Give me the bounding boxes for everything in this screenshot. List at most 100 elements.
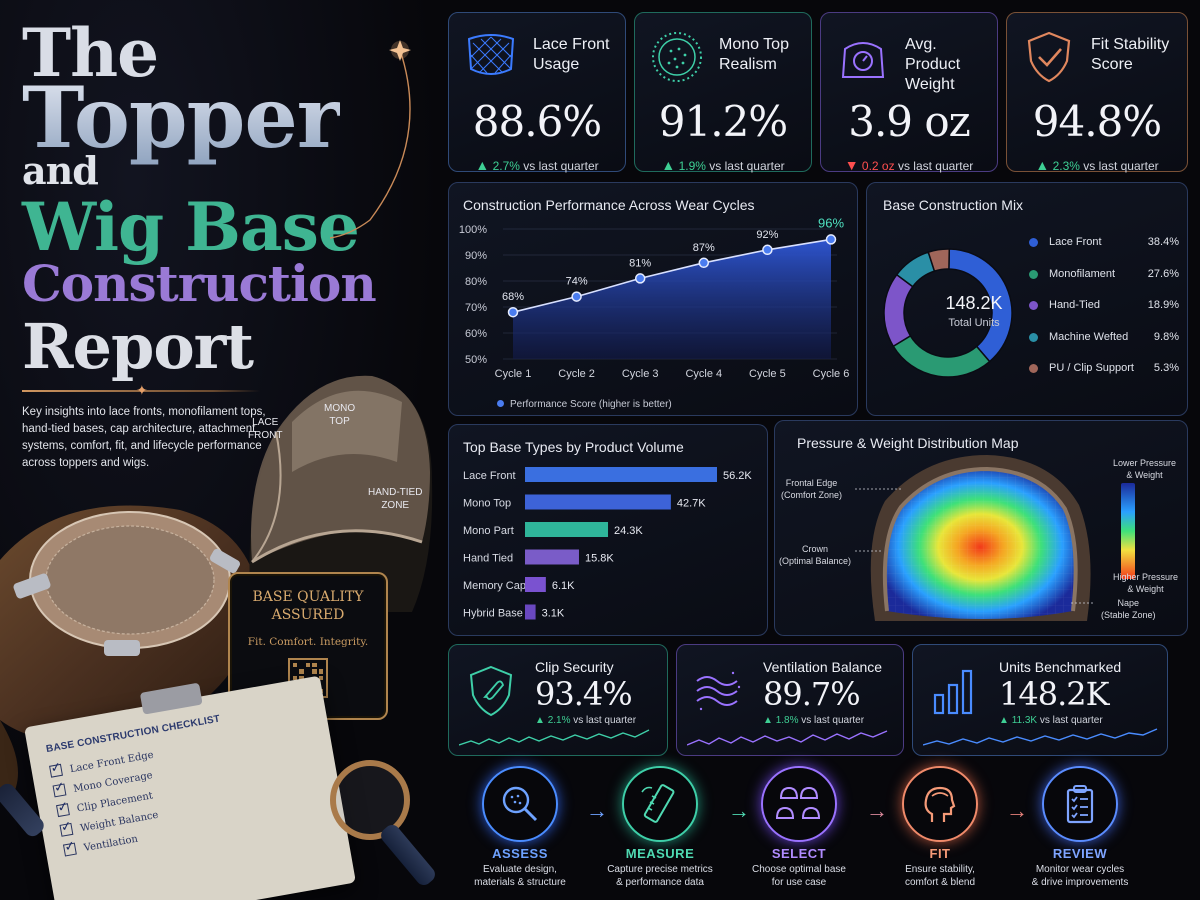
badge-title: BASE QUALITY ASSURED <box>252 589 364 623</box>
x-tick-label: Cycle 5 <box>749 368 786 380</box>
legend-swatch <box>1029 301 1038 310</box>
lace-net-icon <box>467 34 515 75</box>
legend-value: 18.9% <box>1147 299 1179 311</box>
step-assess: ASSESS Evaluate design, materials & stru… <box>445 766 595 889</box>
x-tick-label: Cycle 2 <box>558 368 595 380</box>
checkbox-checked-icon <box>52 783 67 798</box>
data-label: 96% <box>818 215 844 230</box>
performance-line-chart: 50% 60% 70% 80% 90% 100% 68% Cycle 1 74% Cycle 2 8… <box>459 215 849 380</box>
magnifying-glass-icon <box>330 760 410 840</box>
kpi-value: 88.6% <box>472 97 602 146</box>
step-name: ASSESS <box>492 846 548 861</box>
arrow-right-icon: → <box>866 798 888 823</box>
kpi-value: 91.2% <box>658 97 788 146</box>
bar-category-label: Hybrid Base <box>463 608 523 620</box>
kpi-card-product-weight: Avg. Product Weight 3.9 oz ▼ 0.2 oz vs l… <box>820 12 998 173</box>
trend-down-icon: ▼ <box>844 157 859 173</box>
mini-kpi-delta: ▲ 1.8% vs last quarter <box>763 715 865 726</box>
bar <box>525 577 546 592</box>
sparkline <box>687 730 888 746</box>
legend-label: Lace Front <box>1049 236 1102 248</box>
donut-slice <box>892 334 991 378</box>
data-point <box>571 291 582 302</box>
kpi-delta: ▲ 2.3% vs last quarter <box>1035 157 1159 173</box>
legend-label: Hand-Tied <box>1049 299 1100 311</box>
title-line-the: The <box>22 14 159 92</box>
bar-category-label: Mono Top <box>463 498 511 510</box>
legend-item: Hand-Tied 18.9% <box>1029 298 1179 330</box>
data-point <box>507 306 519 318</box>
kpi-label: Lace Front Usage <box>533 36 610 73</box>
bar-value-label: 56.2K <box>723 470 752 482</box>
mini-kpi-clip-security: Clip Security 93.4% ▲ 2.1% vs last quart… <box>448 644 668 756</box>
step-fit: FIT Ensure stability, comfort & blend <box>865 766 1015 889</box>
kpi-card-lace-front: Lace Front Usage 88.6% ▲ 2.7% vs last qu… <box>448 12 626 173</box>
step-icon-circle <box>1042 766 1118 842</box>
heat-label-nape: Nape (Stable Zone) <box>1101 598 1156 620</box>
heat-color-scale <box>1121 483 1135 579</box>
y-tick-label: 100% <box>459 224 487 236</box>
legend-item: Monofilament 27.6% <box>1029 267 1179 299</box>
donut-center-value: 148.2K <box>945 293 1003 313</box>
construction-mix-donut <box>883 248 1013 378</box>
mini-kpi-label: Ventilation Balance <box>763 659 883 675</box>
head-icon <box>924 786 956 822</box>
bar-category-label: Hand Tied <box>463 553 513 565</box>
donut-center-label: Total Units <box>948 317 1000 329</box>
pressure-heatmap <box>855 455 1093 621</box>
step-measure: MEASURE Capture precise metrics & perfor… <box>585 766 735 889</box>
legend-item: PU / Clip Support 5.3% <box>1029 361 1179 393</box>
checkbox-checked-icon <box>49 763 63 778</box>
bar-value-label: 6.1K <box>552 580 575 592</box>
decorative-arc-icon <box>330 40 411 239</box>
x-tick-label: Cycle 1 <box>495 368 532 380</box>
kpi-value: 94.8% <box>1032 97 1162 146</box>
legend-value: 9.8% <box>1153 330 1179 343</box>
mini-kpi-label: Units Benchmarked <box>999 659 1122 675</box>
bar-value-label: 3.1K <box>542 608 565 620</box>
title-line-topper: Topper <box>22 68 341 167</box>
x-tick-label: Cycle 4 <box>685 368 722 380</box>
badge-tagline: Fit. Comfort. Integrity. <box>247 636 369 648</box>
caps-icon <box>775 786 821 819</box>
data-point <box>762 244 773 256</box>
kpi-delta: ▼ 0.2 oz vs last quarter <box>844 157 974 173</box>
intro-text: Key insights into lace fronts, monofilam… <box>22 406 266 469</box>
title-line-and: and <box>22 148 99 193</box>
step-description: Choose optimal base for use case <box>752 864 846 888</box>
step-description: Evaluate design, materials & structure <box>474 864 566 888</box>
data-label: 87% <box>693 242 715 254</box>
arrow-right-icon: → <box>586 798 608 823</box>
y-tick-label: 70% <box>465 302 487 314</box>
step-name: FIT <box>929 846 951 861</box>
step-name: REVIEW <box>1052 846 1108 861</box>
checkbox-checked-icon <box>62 842 77 857</box>
step-description: Capture precise metrics & performance da… <box>607 864 713 888</box>
bar <box>525 549 579 565</box>
mini-kpi-ventilation: Ventilation Balance 89.7% ▲ 1.8% vs last… <box>676 644 904 756</box>
kpi-label: Avg. Product Weight <box>905 36 961 93</box>
y-tick-label: 90% <box>465 250 487 262</box>
kpi-delta: ▲ 1.9% vs last quarter <box>661 157 785 173</box>
kpi-label: Fit Stability Score <box>1091 36 1170 73</box>
mini-kpi-value: 148.2K <box>999 675 1110 713</box>
step-icon-circle <box>482 766 558 842</box>
divider-star-icon: ✦ <box>136 382 148 398</box>
kpi-delta: ▲ 2.7% vs last quarter <box>475 157 599 173</box>
legend-swatch <box>1029 269 1038 279</box>
legend-item: Machine Wefted 9.8% <box>1029 330 1179 362</box>
donut-legend: Lace Front 38.4% Monofilament 27.6% Hand-Tie… <box>1029 235 1179 393</box>
step-icon-circle <box>622 766 698 842</box>
sparkline <box>923 728 1158 746</box>
checkbox-checked-icon <box>59 822 74 837</box>
data-point <box>634 273 646 284</box>
mini-kpi-delta: ▲ 2.1% vs last quarter <box>535 715 637 726</box>
data-point <box>825 234 837 245</box>
y-tick-label: 60% <box>465 328 487 340</box>
bar <box>525 467 717 482</box>
pressure-heatmap-card: Pressure & Weight Distribution Map Front… <box>774 420 1188 636</box>
performance-line-chart-card: Construction Performance Across Wear Cyc… <box>448 182 858 416</box>
cap-label-mono-top: MONO TOP <box>324 403 356 427</box>
chart-legend: Performance Score (higher is better) <box>497 399 672 410</box>
step-name: MEASURE <box>625 846 695 861</box>
